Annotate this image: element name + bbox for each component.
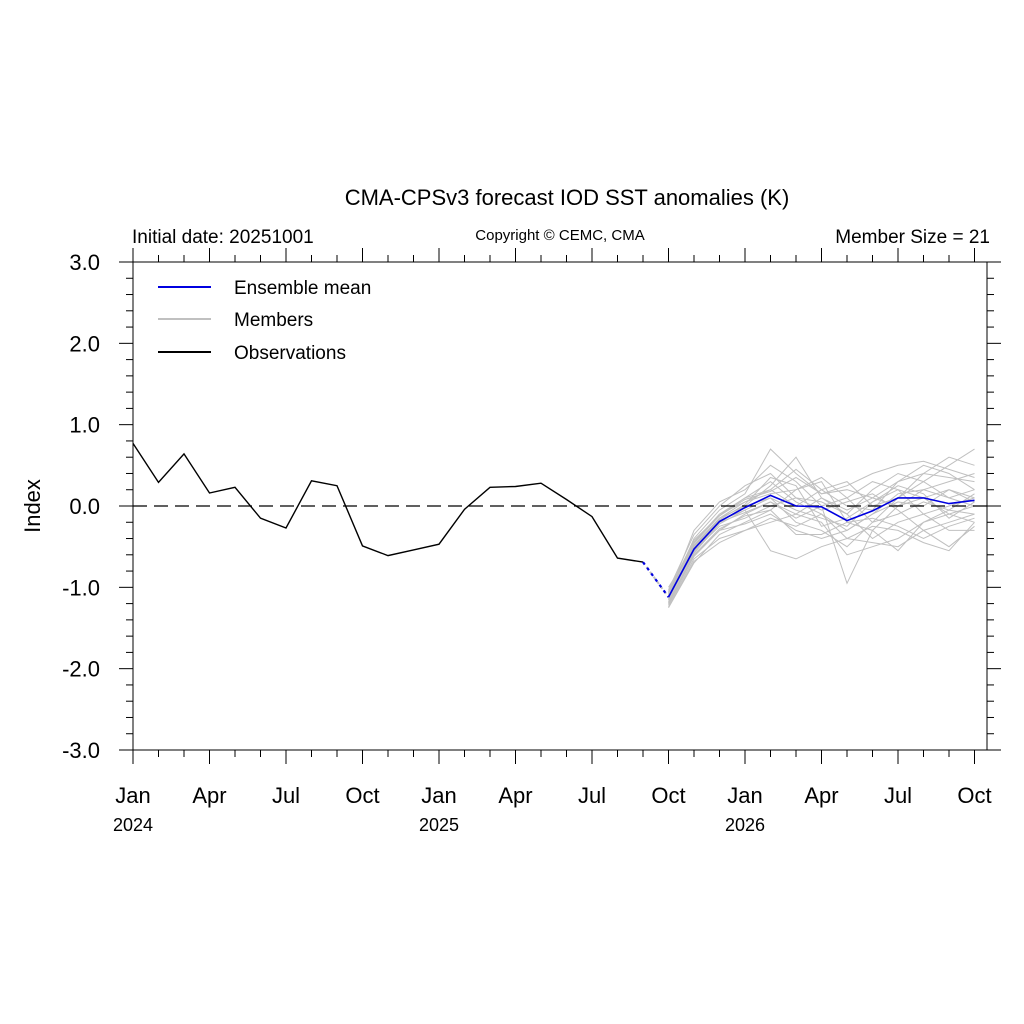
x-tick-label: Jan	[115, 783, 150, 808]
y-tick-label: 0.0	[69, 494, 100, 519]
x-tick-label: Oct	[957, 783, 991, 808]
x-tick-label: Jul	[884, 783, 912, 808]
ensemble-mean-line	[667, 494, 975, 598]
initial-date-label: Initial date: 20251001	[132, 227, 314, 248]
legend-label-observations: Observations	[234, 343, 346, 364]
legend-label-members: Members	[234, 310, 313, 331]
axes-layer: -3.0 -2.0 -1.0 0.0 1.0 2.0 3.0 Jan Apr Jul Oct Jan A…	[62, 248, 1001, 835]
x-year-label: 2026	[725, 815, 765, 835]
plot-layer	[132, 443, 987, 598]
x-tick-label: Jul	[578, 783, 606, 808]
ensemble-mean-connector	[642, 561, 670, 598]
y-tick-label: -3.0	[62, 738, 100, 763]
member-line-20	[668, 460, 975, 594]
member-line-17	[668, 456, 975, 595]
member-line-16	[668, 513, 975, 608]
x-tick-label: Apr	[498, 783, 532, 808]
x-year-label: 2025	[419, 815, 459, 835]
legend-label-ensemble-mean: Ensemble mean	[234, 278, 371, 299]
y-tick-label: 3.0	[69, 250, 100, 275]
y-axis-label: Index	[20, 479, 45, 533]
x-tick-label: Apr	[804, 783, 838, 808]
y-tick-label: 2.0	[69, 331, 100, 356]
copyright-label: Copyright © CEMC, CMA	[475, 227, 644, 244]
chart-title: CMA-CPSv3 forecast IOD SST anomalies (K)	[345, 185, 790, 210]
x-tick-label: Jul	[272, 783, 300, 808]
y-tick-label: 1.0	[69, 413, 100, 438]
y-tick-label: -2.0	[62, 657, 100, 682]
x-tick-label: Apr	[192, 783, 226, 808]
observations-line	[132, 443, 644, 563]
member-line-19	[668, 476, 975, 599]
y-tick-label: -1.0	[62, 575, 100, 600]
member-line-6	[668, 497, 975, 600]
members-layer	[668, 448, 975, 608]
x-tick-label: Jan	[727, 783, 762, 808]
member-line-21	[668, 509, 975, 604]
legend: Ensemble mean Members Observations	[158, 278, 371, 364]
x-tick-label: Jan	[421, 783, 456, 808]
member-line-13	[668, 456, 975, 596]
x-year-label: 2024	[113, 815, 153, 835]
x-tick-label: Oct	[345, 783, 379, 808]
member-size-label: Member Size = 21	[835, 227, 990, 248]
x-tick-label: Oct	[651, 783, 685, 808]
